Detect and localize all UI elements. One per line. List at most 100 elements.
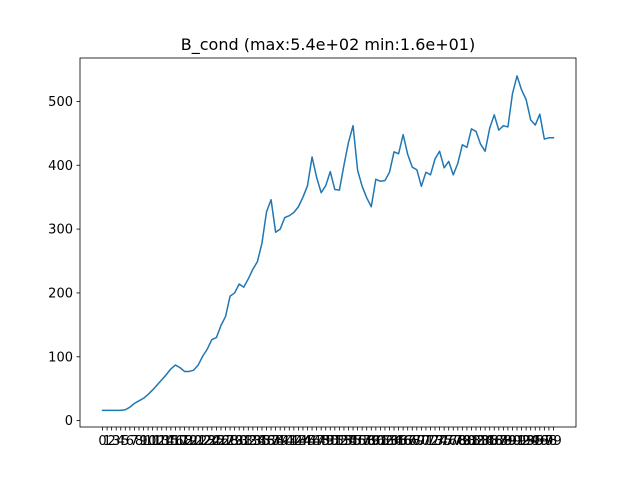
x-tick-label: 61 (372, 434, 389, 449)
x-tick-label: 70 (413, 434, 430, 449)
x-tick-label: 27 (217, 434, 234, 449)
x-tick-label: 33 (245, 434, 262, 449)
x-tick-label: 16 (167, 434, 184, 449)
x-tick-label: 8 (135, 434, 143, 449)
x-tick-label: 44 (295, 434, 312, 449)
x-tick-label: 62 (377, 434, 394, 449)
x-tick-label: 73 (427, 434, 444, 449)
x-tick-label: 28 (222, 434, 239, 449)
x-tick-label: 42 (286, 434, 303, 449)
x-tick-label: 11 (144, 434, 161, 449)
x-tick-label: 35 (254, 434, 271, 449)
x-tick-label: 97 (536, 434, 553, 449)
x-tick-label: 25 (208, 434, 225, 449)
x-tick-label: 46 (304, 434, 321, 449)
x-tick-label: 63 (381, 434, 398, 449)
x-tick-label: 51 (327, 434, 344, 449)
x-tick-label: 92 (513, 434, 530, 449)
x-tick-label: 24 (204, 434, 221, 449)
x-tick-label: 21 (190, 434, 207, 449)
x-tick-label: 36 (258, 434, 275, 449)
y-tick-label: 200 (48, 286, 73, 301)
x-tick-label: 83 (472, 434, 489, 449)
x-tick-label: 67 (399, 434, 416, 449)
x-tick-label: 0 (98, 434, 106, 449)
plot-frame (79, 57, 577, 428)
x-tick-label: 85 (481, 434, 498, 449)
x-tick-label: 91 (509, 434, 526, 449)
x-tick-label: 10 (140, 434, 157, 449)
x-tick-label: 89 (500, 434, 517, 449)
x-tick-label: 47 (308, 434, 325, 449)
x-tick-label: 45 (299, 434, 316, 449)
x-tick-label: 82 (468, 434, 485, 449)
x-tick-label: 56 (349, 434, 366, 449)
x-tick-label: 50 (322, 434, 339, 449)
x-tick-label: 96 (532, 434, 549, 449)
x-tick-label: 95 (527, 434, 544, 449)
x-tick-label: 34 (249, 434, 266, 449)
x-tick-label: 20 (185, 434, 202, 449)
x-tick-label: 81 (463, 434, 480, 449)
x-axis: 0123456789101112131415161718192021222324… (98, 427, 562, 449)
x-tick-label: 30 (231, 434, 248, 449)
x-tick-label: 14 (158, 434, 175, 449)
x-tick-label: 52 (331, 434, 348, 449)
x-tick-label: 49 (317, 434, 334, 449)
x-tick-label: 53 (336, 434, 353, 449)
x-tick-label: 48 (313, 434, 330, 449)
x-tick-label: 69 (409, 434, 426, 449)
x-tick-label: 15 (163, 434, 180, 449)
x-tick-label: 57 (354, 434, 371, 449)
x-tick-label: 40 (276, 434, 293, 449)
x-tick-label: 9 (139, 434, 147, 449)
x-tick-label: 5 (121, 434, 129, 449)
x-tick-label: 68 (404, 434, 421, 449)
x-tick-label: 77 (445, 434, 462, 449)
x-tick-label: 43 (290, 434, 307, 449)
x-tick-label: 3 (112, 434, 120, 449)
x-tick-label: 23 (199, 434, 216, 449)
y-axis: 0 100 200 300 400 500 (48, 95, 80, 429)
x-tick-label: 60 (368, 434, 385, 449)
y-tick-label: 0 (65, 414, 73, 429)
x-tick-label: 12 (149, 434, 166, 449)
x-tick-label: 71 (418, 434, 435, 449)
x-tick-label: 13 (153, 434, 170, 449)
x-tick-label: 29 (226, 434, 243, 449)
x-tick-label: 19 (181, 434, 198, 449)
x-tick-label: 18 (176, 434, 193, 449)
x-tick-label: 79 (454, 434, 471, 449)
x-tick-label: 1 (103, 434, 111, 449)
x-tick-label: 54 (340, 434, 357, 449)
x-tick-label: 94 (522, 434, 539, 449)
y-tick-label: 400 (48, 159, 73, 174)
x-tick-label: 58 (358, 434, 375, 449)
x-tick-label: 84 (477, 434, 494, 449)
y-tick-label: 300 (48, 223, 73, 238)
x-tick-label: 39 (272, 434, 289, 449)
x-tick-label: 37 (263, 434, 280, 449)
y-tick-label: 500 (48, 95, 73, 110)
x-tick-label: 78 (450, 434, 467, 449)
series-line (101, 75, 555, 412)
x-tick-label: 87 (491, 434, 508, 449)
x-tick-label: 76 (440, 434, 457, 449)
y-tick-label: 100 (48, 350, 73, 365)
x-tick-label: 99 (545, 434, 562, 449)
x-tick-label: 65 (390, 434, 407, 449)
x-tick-label: 93 (518, 434, 535, 449)
x-tick-label: 4 (117, 434, 125, 449)
x-tick-label: 22 (194, 434, 211, 449)
x-tick-label: 64 (386, 434, 403, 449)
x-tick-label: 26 (213, 434, 230, 449)
x-tick-label: 41 (281, 434, 298, 449)
x-tick-label: 32 (240, 434, 257, 449)
x-tick-label: 75 (436, 434, 453, 449)
x-tick-label: 66 (395, 434, 412, 449)
x-tick-label: 98 (541, 434, 558, 449)
x-tick-label: 88 (495, 434, 512, 449)
x-tick-label: 55 (345, 434, 362, 449)
x-tick-label: 90 (504, 434, 521, 449)
